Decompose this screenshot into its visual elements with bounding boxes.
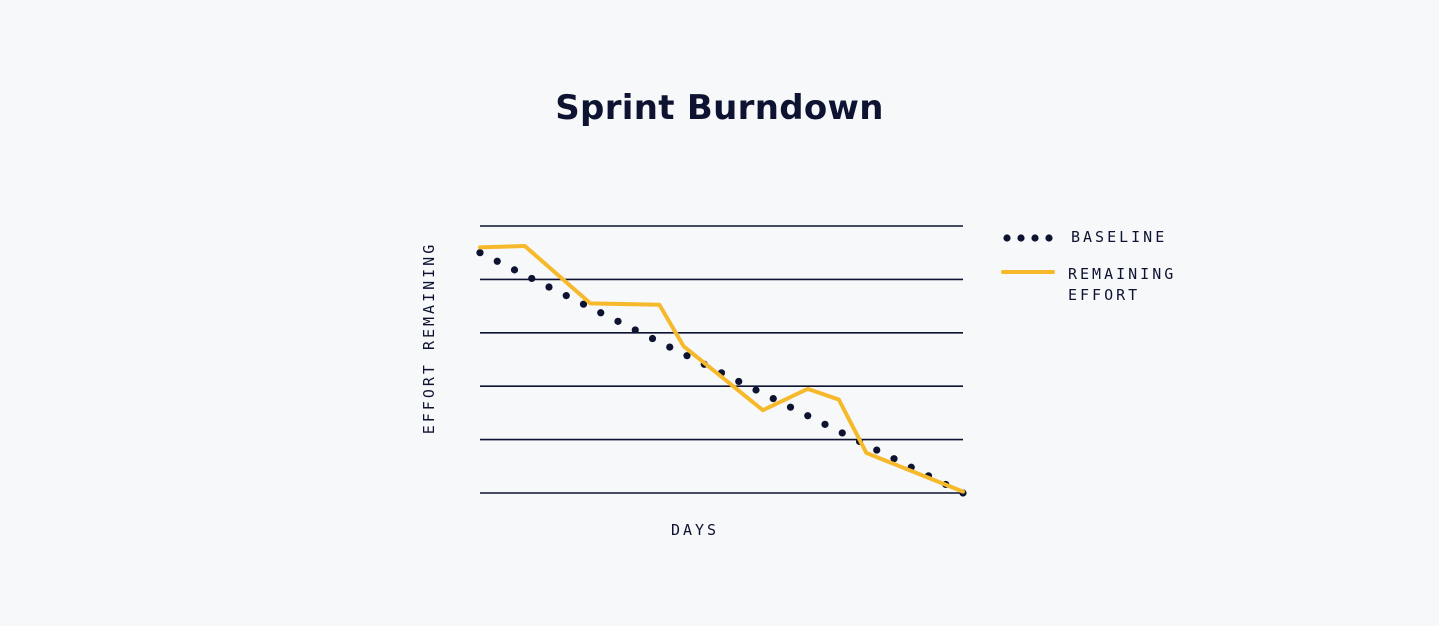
baseline-dot	[752, 386, 760, 394]
y-axis-label: EFFORT REMAINING	[420, 242, 438, 435]
legend-baseline-marker	[1003, 234, 1053, 242]
baseline-dot	[804, 412, 812, 420]
baseline-dot	[683, 352, 691, 360]
baseline-dot	[493, 257, 501, 265]
baseline-dot	[579, 300, 588, 308]
x-axis-label: DAYS	[671, 521, 719, 539]
legend-baseline-dot	[1017, 234, 1025, 242]
legend-remaining-label: REMAINING EFFORT	[1068, 265, 1188, 304]
gridlines	[480, 225, 963, 494]
baseline-dot	[562, 292, 570, 300]
legend-baseline-label: BASELINE	[1071, 228, 1167, 246]
baseline-dot	[510, 266, 519, 274]
legend-baseline-dot	[1031, 234, 1039, 242]
legend-baseline-dot	[1045, 234, 1053, 242]
baseline-dot	[786, 403, 795, 411]
baseline-dot	[648, 334, 657, 343]
baseline-dot	[631, 326, 639, 334]
baseline-dot	[614, 317, 622, 325]
remaining-effort-line	[478, 244, 965, 494]
baseline-dot	[890, 455, 898, 463]
baseline-dot	[666, 343, 674, 351]
baseline-dot	[838, 429, 846, 437]
chart-title: Sprint Burndown	[555, 88, 884, 128]
series-remaining-effort	[478, 244, 965, 494]
baseline-dot	[528, 274, 536, 283]
baseline-dot	[735, 377, 743, 386]
baseline-dot	[873, 446, 881, 454]
series-baseline	[476, 249, 967, 497]
baseline-dot	[821, 420, 829, 428]
baseline-dot	[769, 394, 777, 403]
baseline-dot	[545, 283, 553, 291]
legend-baseline-dot	[1003, 234, 1011, 242]
baseline-dot	[476, 249, 484, 257]
legend: BASELINE REMAINING EFFORT	[1001, 228, 1188, 304]
baseline-dot	[597, 309, 605, 317]
